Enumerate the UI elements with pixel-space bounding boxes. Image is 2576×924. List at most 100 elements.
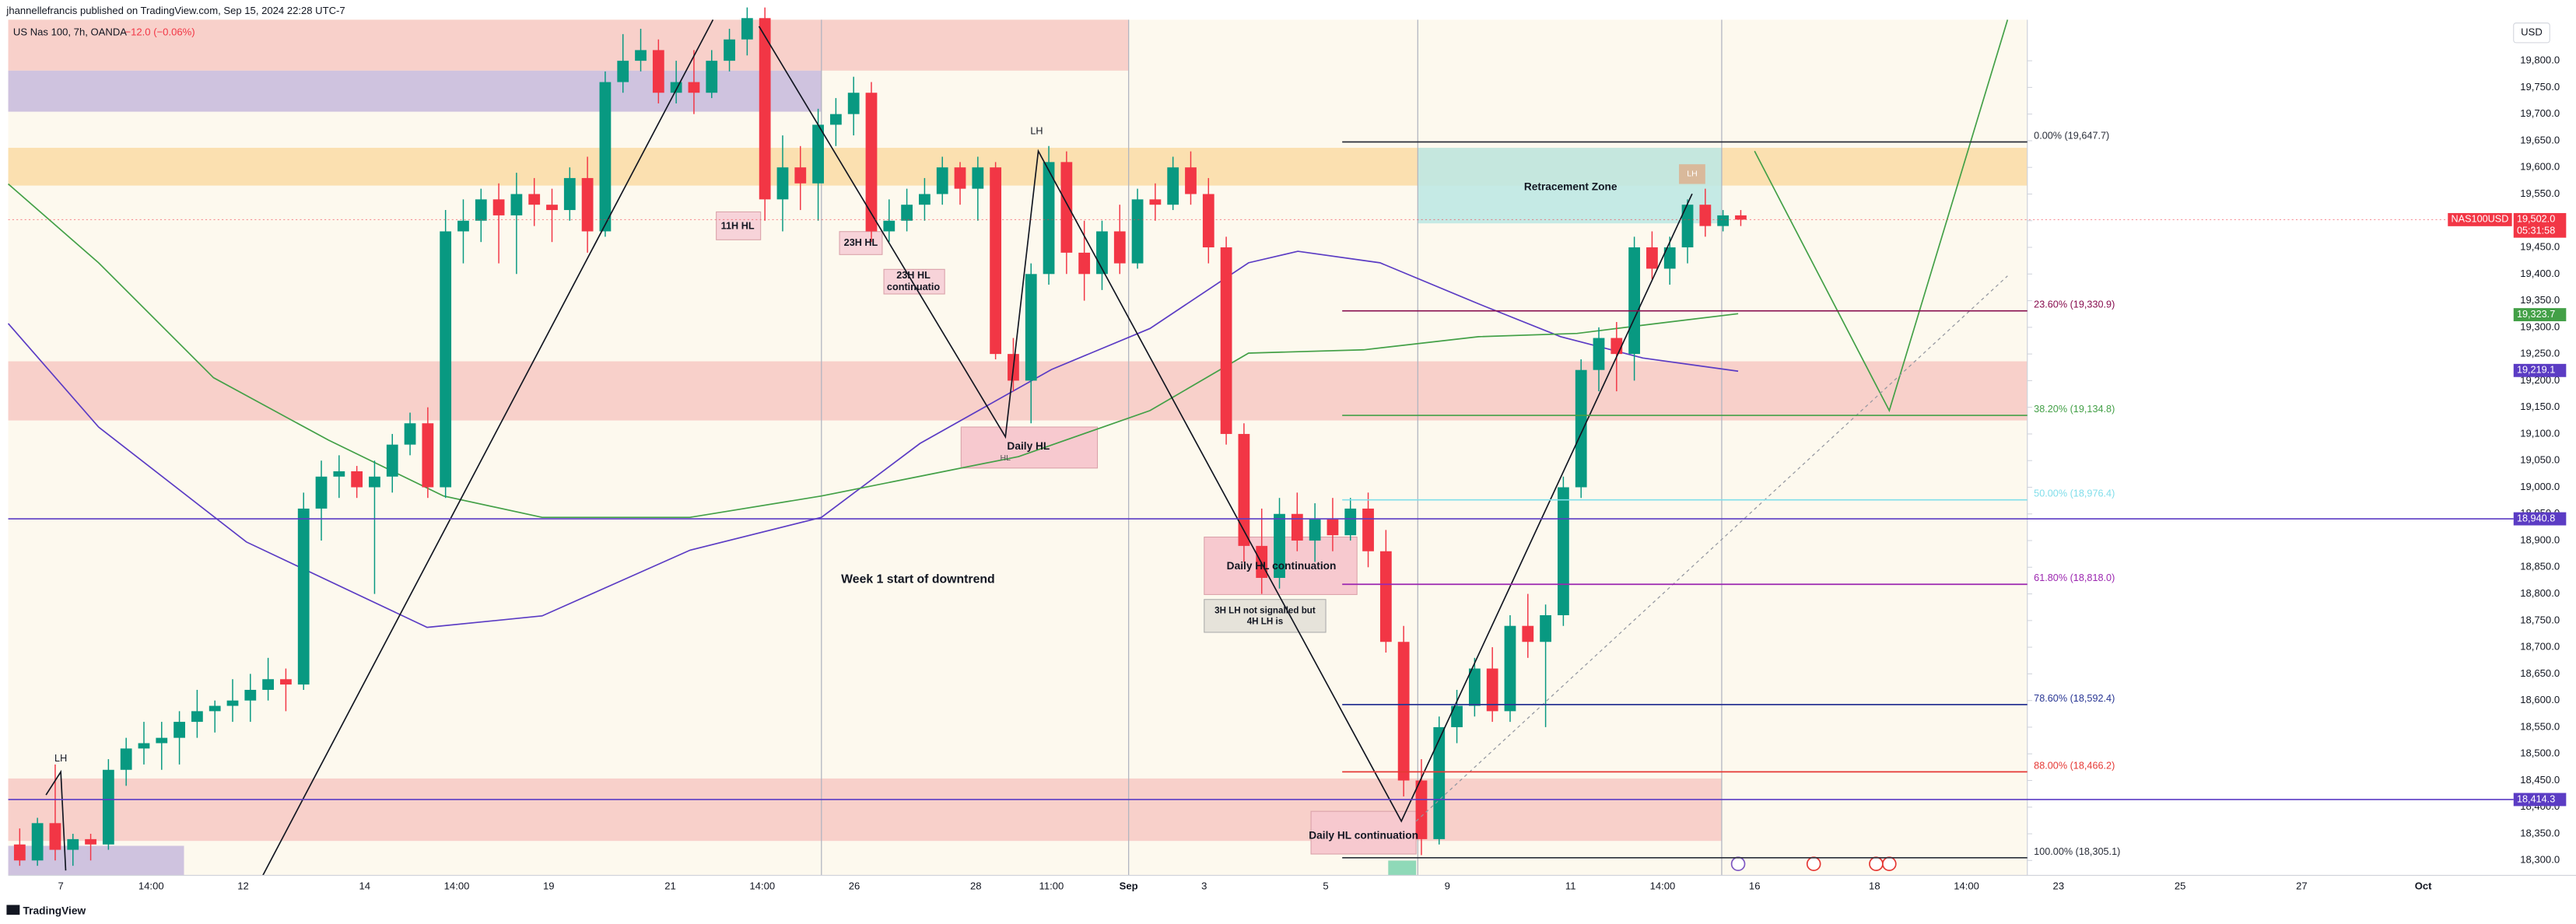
y-tick-label: 19,650.0 [2520, 134, 2560, 145]
candle-body [652, 50, 664, 93]
x-tick-label: 5 [1323, 880, 1328, 892]
y-tick-label: 18,450.0 [2520, 774, 2560, 786]
candle-body [563, 177, 576, 211]
price-tag-label: 18,940.8 [2517, 513, 2555, 523]
candle-body [724, 39, 735, 61]
candle-body [333, 471, 345, 477]
candle-body [1593, 338, 1605, 370]
annotation: 23H HL [844, 237, 878, 248]
candle-body [386, 444, 398, 477]
fib-label: 61.80% (18,818.0) [2034, 572, 2115, 583]
candle-body [1451, 705, 1463, 727]
price-tag [2513, 212, 2567, 238]
x-tick-label: 11:00 [1039, 880, 1064, 892]
event-icon [1869, 856, 1884, 872]
candle-body [599, 82, 612, 232]
symbol: US Nas 100, 7h, OANDA [13, 26, 127, 38]
annotation-box [1679, 164, 1705, 184]
trend-line [262, 19, 714, 876]
candle-body [1486, 668, 1498, 712]
candle-body [1291, 513, 1303, 541]
candle-body [1078, 252, 1091, 275]
x-tick-label: 21 [664, 880, 676, 892]
x-tick-label: 14:00 [749, 880, 775, 892]
x-tick-label: Sep [1120, 880, 1138, 892]
currency-box [2513, 23, 2550, 44]
candle-body [262, 679, 275, 690]
candle-body [1113, 231, 1126, 264]
annotation: LH [1687, 170, 1697, 179]
candle-body [85, 838, 96, 845]
annotation: LH [1030, 125, 1043, 136]
zigzag-line [758, 26, 1693, 823]
fib-label: 38.20% (19,134.8) [2034, 404, 2115, 415]
annotation: 4H LH is [1247, 616, 1283, 626]
candle-body [1220, 247, 1232, 434]
retracement-zone [1418, 148, 1722, 224]
y-tick-label: 19,800.0 [2520, 54, 2560, 66]
candle-body [138, 743, 150, 749]
zones [8, 19, 2028, 876]
annotation: Daily HL [1007, 440, 1050, 452]
y-tick-label: 19,250.0 [2520, 348, 2560, 359]
candle-body [1362, 508, 1374, 551]
candle-body [1025, 274, 1037, 381]
y-tick-label: 18,700.0 [2520, 641, 2560, 653]
y-tick-label: 18,350.0 [2520, 827, 2560, 838]
y-tick-label: 19,700.0 [2520, 107, 2560, 119]
change: −12.0 (−0.06%) [124, 26, 195, 38]
candle-body [244, 689, 257, 701]
annotation: Daily HL continuation [1309, 829, 1418, 841]
price-tag [2513, 793, 2567, 807]
demand-zone [8, 778, 1722, 842]
y-tick-label: 19,150.0 [2520, 401, 2560, 412]
candle-body [635, 50, 647, 61]
moving-average [8, 183, 1739, 519]
fib-label: 100.00% (18,305.1) [2034, 846, 2120, 857]
candle-body [812, 124, 824, 184]
candle-body [919, 194, 931, 205]
candle-body [1397, 642, 1410, 781]
y-tick-label: 19,000.0 [2520, 481, 2560, 492]
drawings [45, 19, 2009, 876]
y-tick-label: 18,850.0 [2520, 561, 2560, 572]
candle-body [865, 93, 878, 232]
candle-body [1628, 247, 1641, 355]
event-icons [1730, 856, 1897, 872]
candle-body [847, 93, 860, 114]
y-tick-label: 19,600.0 [2520, 161, 2560, 173]
candle-body [1202, 194, 1214, 248]
zigzag-line [45, 769, 67, 871]
price-tag-label: 19,323.7 [2517, 309, 2555, 320]
candle-body [1575, 369, 1587, 488]
price-tag-label: 18,414.3 [2517, 793, 2555, 804]
x-tick-label: 9 [1445, 880, 1450, 892]
x-tick-label: 19 [543, 880, 555, 892]
symbol-tag [2448, 212, 2512, 226]
projection-line [1754, 19, 2009, 413]
candle-body [1433, 726, 1446, 839]
price-tag-timer: 05:31:58 [2517, 226, 2555, 236]
annotation: Retracement Zone [1524, 180, 1617, 192]
annotation-box [1310, 810, 1417, 855]
y-tick-label: 18,300.0 [2520, 854, 2560, 866]
candle-body [1274, 513, 1285, 579]
candle-body [422, 423, 434, 488]
y-tick-label: 18,650.0 [2520, 667, 2560, 679]
annotation-box [883, 268, 945, 295]
candle-body [901, 205, 913, 221]
candle-body [936, 167, 948, 194]
x-tick-label: 11 [1565, 880, 1576, 892]
publisher: jhannellefrancis published on TradingVie… [5, 5, 345, 16]
annotation-box [1204, 599, 1327, 633]
candle-body [794, 167, 807, 184]
y-tick-label: 19,350.0 [2520, 294, 2560, 306]
x-tick-label: 25 [2175, 880, 2186, 892]
annotation: HL [1001, 453, 1011, 463]
candle-body [440, 231, 452, 488]
x-tick-label: 7 [58, 880, 63, 892]
candle-body [226, 700, 239, 706]
annotation-box [839, 231, 883, 255]
candle-body [759, 18, 771, 200]
